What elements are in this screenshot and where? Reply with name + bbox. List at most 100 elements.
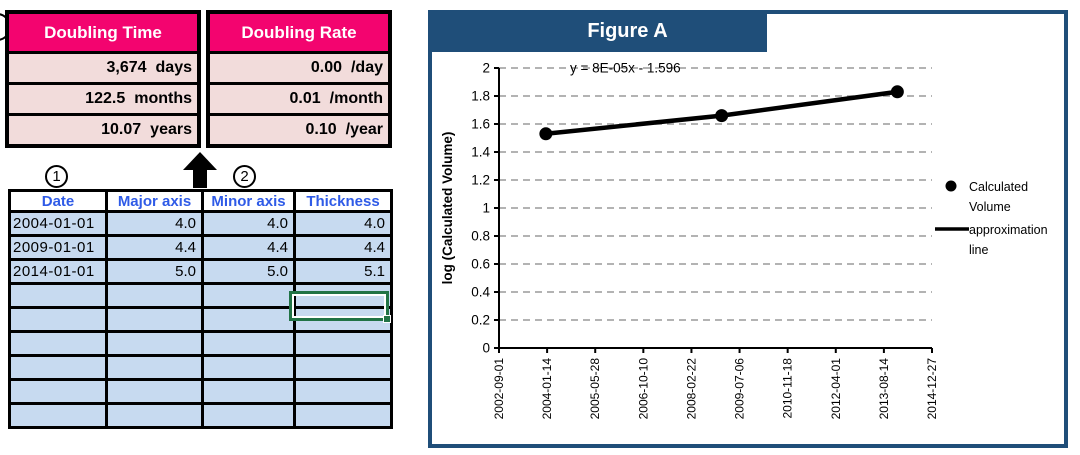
empty-cell[interactable]	[201, 330, 296, 357]
table-row: 2014-01-01 5.0 5.0 5.1	[8, 258, 393, 285]
y-tick-label: 0.4	[471, 285, 490, 300]
data-point[interactable]	[539, 127, 553, 141]
value-cell[interactable]: 4.0	[201, 210, 296, 237]
y-tick-label: 2	[482, 61, 490, 76]
empty-cell[interactable]	[201, 306, 296, 333]
doubling-rate-unit: /month	[329, 90, 383, 107]
circled-number-2: 2	[233, 165, 256, 188]
empty-cell[interactable]	[105, 330, 204, 357]
doubling-rate-row: 0.00/day	[210, 51, 388, 82]
date-cell[interactable]: 2009-01-01	[8, 234, 108, 261]
doubling-time-row: 10.07 years	[9, 113, 197, 144]
empty-cell[interactable]	[8, 306, 108, 333]
empty-cell[interactable]	[105, 306, 204, 333]
empty-cell[interactable]	[105, 282, 204, 309]
empty-table-row	[8, 330, 393, 357]
value-cell[interactable]: 4.4	[293, 234, 393, 261]
empty-cell[interactable]	[8, 282, 108, 309]
doubling-time-table: Doubling Time 3,674 days 122.5 months 10.07 y…	[5, 10, 201, 148]
value-cell[interactable]: 5.0	[201, 258, 296, 285]
doubling-time-row: 122.5 months	[9, 82, 197, 113]
data-point[interactable]	[715, 109, 729, 123]
column-header[interactable]: Thickness	[293, 189, 393, 213]
x-tick-label: 2012-04-01	[829, 358, 843, 420]
x-tick-label: 2009-07-06	[733, 358, 747, 420]
x-tick-label: 2014-12-27	[925, 358, 939, 420]
value-cell[interactable]: 4.4	[201, 234, 296, 261]
doubling-time-header: Doubling Time	[9, 14, 197, 51]
value-cell[interactable]: 4.0	[105, 210, 204, 237]
x-tick-label: 2005-05-28	[588, 358, 602, 420]
empty-cell[interactable]	[201, 378, 296, 405]
chart: 0 0.2 0.4 0.6 0.8 1 1.2 1.4 1.6 1.8 2 2002-09-01 200…	[440, 61, 1048, 420]
doubling-time-unit: months	[134, 90, 192, 107]
x-tick-label: 2004-01-14	[540, 358, 554, 420]
empty-cell[interactable]	[105, 402, 204, 429]
fill-handle[interactable]	[383, 315, 391, 323]
doubling-rate-table: Doubling Rate 0.00/day 0.01/month 0.10/yea…	[206, 10, 392, 148]
selected-cell[interactable]	[289, 291, 391, 323]
doubling-rate-row: 0.10/year	[210, 113, 388, 144]
y-tick-label: 1.8	[471, 89, 490, 104]
doubling-time-row: 3,674 days	[9, 51, 197, 82]
date-cell[interactable]: 2014-01-01	[8, 258, 108, 285]
column-header[interactable]: Major axis	[105, 189, 204, 213]
up-arrow-icon-shaft	[193, 169, 207, 188]
empty-cell[interactable]	[105, 354, 204, 381]
value-cell[interactable]: 5.0	[105, 258, 204, 285]
column-header[interactable]: Date	[8, 189, 108, 213]
legend-label[interactable]: line	[969, 243, 989, 257]
empty-cell[interactable]	[293, 402, 393, 429]
empty-cell[interactable]	[201, 354, 296, 381]
date-cell[interactable]: 2004-01-01	[8, 210, 108, 237]
empty-cell[interactable]	[201, 282, 296, 309]
table-row: 2009-01-01 4.4 4.4 4.4	[8, 234, 393, 261]
x-tick-label: 2010-11-18	[781, 358, 795, 419]
y-tick-label: 1.6	[471, 117, 490, 132]
doubling-rate-value: 0.01	[289, 90, 321, 107]
empty-table-row	[8, 378, 393, 405]
y-tick-label: 0.2	[471, 313, 490, 328]
legend-label[interactable]: Volume	[969, 200, 1011, 214]
data-point[interactable]	[890, 85, 904, 99]
empty-cell[interactable]	[8, 330, 108, 357]
empty-cell[interactable]	[105, 378, 204, 405]
y-tick-label: 1.2	[471, 173, 490, 188]
empty-cell[interactable]	[293, 354, 393, 381]
doubling-time-value: 10.07	[101, 121, 142, 138]
x-tick-label: 2002-09-01	[492, 358, 506, 420]
circled-number-1: 1	[45, 165, 68, 188]
empty-cell[interactable]	[201, 402, 296, 429]
doubling-rate-value: 0.00	[310, 59, 342, 76]
legend-label[interactable]: approximation	[969, 223, 1048, 237]
value-cell[interactable]: 4.0	[293, 210, 393, 237]
doubling-rate-header: Doubling Rate	[210, 14, 388, 51]
empty-cell[interactable]	[293, 282, 393, 309]
x-tick-label: 2006-10-10	[636, 358, 650, 420]
x-tick-label: 2013-08-14	[877, 358, 891, 420]
y-tick-label: 1.4	[471, 145, 490, 160]
x-tick-label: 2008-02-22	[684, 358, 698, 420]
value-cell[interactable]: 5.1	[293, 258, 393, 285]
y-tick-label: 1	[482, 201, 490, 216]
y-tick-label: 0.8	[471, 229, 490, 244]
empty-cell[interactable]	[8, 378, 108, 405]
empty-cell[interactable]	[293, 378, 393, 405]
doubling-time-unit: days	[155, 59, 192, 76]
empty-cell[interactable]	[293, 330, 393, 357]
trendline-equation: y = 8E-05x - 1.596	[570, 61, 681, 76]
doubling-time-unit: years	[150, 121, 192, 138]
column-header[interactable]: Minor axis	[201, 189, 296, 213]
table-row: 2004-01-01 4.0 4.0 4.0	[8, 210, 393, 237]
doubling-rate-row: 0.01/month	[210, 82, 388, 113]
legend-label[interactable]: Calculated	[969, 180, 1028, 194]
doubling-rate-unit: /day	[350, 59, 383, 76]
doubling-time-value: 122.5	[85, 90, 126, 107]
empty-table-row	[8, 282, 393, 309]
legend-dot-marker	[945, 180, 957, 192]
empty-table-row	[8, 402, 393, 429]
empty-cell[interactable]	[8, 402, 108, 429]
doubling-rate-unit: /year	[345, 121, 383, 138]
empty-cell[interactable]	[8, 354, 108, 381]
value-cell[interactable]: 4.4	[105, 234, 204, 261]
